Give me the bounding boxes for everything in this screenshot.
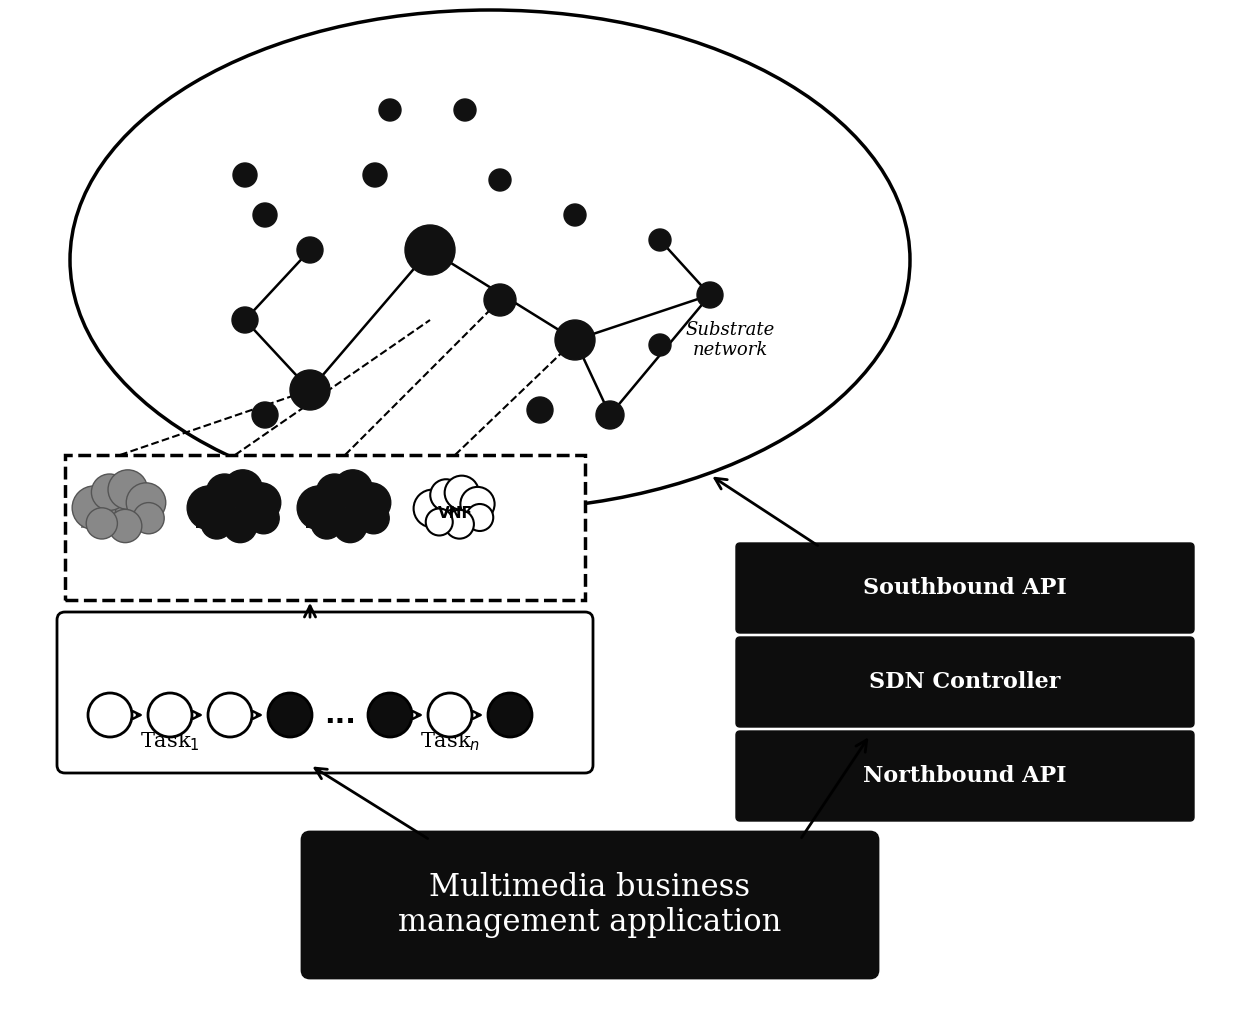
Circle shape	[484, 284, 516, 316]
Circle shape	[72, 486, 115, 530]
FancyBboxPatch shape	[57, 612, 593, 773]
Circle shape	[445, 476, 479, 510]
Circle shape	[311, 508, 342, 539]
Circle shape	[87, 508, 118, 539]
Circle shape	[201, 508, 232, 539]
Circle shape	[596, 401, 624, 429]
Circle shape	[109, 510, 141, 543]
Circle shape	[252, 402, 278, 428]
Circle shape	[108, 470, 148, 510]
Circle shape	[208, 693, 252, 737]
Circle shape	[358, 502, 389, 534]
Circle shape	[232, 307, 258, 333]
Circle shape	[334, 510, 367, 543]
Circle shape	[248, 502, 279, 534]
Text: SDN Controller: SDN Controller	[869, 671, 1060, 693]
Circle shape	[430, 479, 461, 511]
Circle shape	[649, 229, 671, 251]
Text: Multimedia business
management application: Multimedia business management applicati…	[398, 872, 781, 939]
Circle shape	[649, 334, 671, 356]
FancyBboxPatch shape	[737, 731, 1194, 821]
FancyBboxPatch shape	[737, 543, 1194, 633]
Circle shape	[428, 693, 472, 737]
Circle shape	[268, 693, 312, 737]
Circle shape	[489, 693, 532, 737]
Circle shape	[564, 204, 587, 226]
Circle shape	[363, 163, 387, 187]
Circle shape	[466, 504, 494, 531]
Circle shape	[489, 170, 511, 191]
Bar	[422, 509, 489, 526]
Circle shape	[697, 282, 723, 308]
Ellipse shape	[69, 10, 910, 510]
Circle shape	[126, 483, 166, 523]
Bar	[64, 455, 585, 600]
Circle shape	[223, 470, 263, 510]
Circle shape	[316, 474, 353, 511]
Text: Northbound API: Northbound API	[863, 765, 1066, 787]
Bar	[196, 508, 274, 528]
Circle shape	[368, 693, 412, 737]
FancyBboxPatch shape	[737, 637, 1194, 727]
Circle shape	[92, 474, 128, 511]
Circle shape	[242, 483, 280, 523]
Circle shape	[223, 510, 257, 543]
Circle shape	[334, 470, 372, 510]
Circle shape	[460, 487, 495, 521]
Circle shape	[88, 693, 131, 737]
Circle shape	[351, 483, 391, 523]
Circle shape	[206, 474, 243, 511]
Text: Substrate
network: Substrate network	[686, 321, 775, 359]
Circle shape	[405, 225, 455, 275]
Circle shape	[298, 236, 322, 263]
Circle shape	[414, 489, 451, 528]
FancyBboxPatch shape	[303, 832, 878, 978]
Circle shape	[133, 502, 164, 534]
Bar	[81, 508, 159, 528]
Circle shape	[298, 486, 341, 530]
Circle shape	[148, 693, 192, 737]
Text: Task$_1$: Task$_1$	[140, 731, 200, 753]
Circle shape	[527, 397, 553, 423]
Text: ...: ...	[324, 701, 356, 729]
Text: Southbound API: Southbound API	[863, 577, 1066, 599]
Circle shape	[233, 163, 257, 187]
Circle shape	[556, 320, 595, 360]
Circle shape	[290, 370, 330, 410]
Circle shape	[454, 99, 476, 121]
Text: VNF: VNF	[438, 505, 472, 521]
Text: Task$_n$: Task$_n$	[420, 731, 480, 753]
Circle shape	[425, 509, 453, 536]
Circle shape	[187, 486, 231, 530]
Bar	[306, 508, 384, 528]
Circle shape	[379, 99, 401, 121]
Circle shape	[253, 203, 277, 227]
Circle shape	[445, 510, 474, 539]
